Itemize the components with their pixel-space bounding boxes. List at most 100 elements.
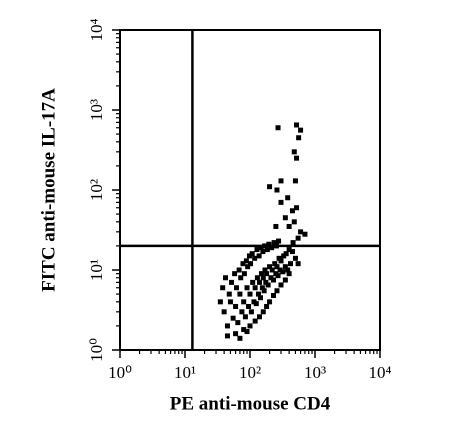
point	[227, 299, 233, 305]
point	[267, 264, 273, 270]
point	[241, 299, 247, 305]
y-tick-label: 10¹	[87, 259, 106, 281]
point	[283, 251, 289, 257]
point	[238, 275, 244, 281]
point	[261, 288, 267, 294]
point	[285, 195, 291, 201]
point	[267, 184, 273, 190]
point	[246, 253, 252, 259]
point	[258, 271, 264, 277]
point	[256, 314, 262, 320]
point	[268, 275, 274, 281]
point	[278, 258, 284, 264]
point	[291, 219, 297, 225]
point	[292, 255, 298, 261]
point	[252, 285, 258, 291]
point	[237, 335, 243, 341]
y-tick-label: 10⁰	[87, 338, 106, 362]
point	[247, 323, 253, 329]
point	[289, 249, 295, 255]
point	[288, 261, 294, 267]
point	[302, 231, 308, 237]
point	[267, 299, 273, 305]
point	[272, 261, 278, 267]
point	[256, 253, 262, 259]
point	[217, 299, 223, 305]
point	[296, 135, 302, 141]
x-tick-label: 10⁰	[108, 363, 132, 382]
point	[254, 247, 260, 253]
point	[243, 258, 249, 264]
point	[274, 264, 280, 270]
point	[275, 273, 281, 279]
point	[247, 291, 253, 297]
x-axis-label: PE anti-mouse CD4	[170, 393, 331, 414]
point	[260, 249, 266, 255]
point	[257, 295, 263, 301]
y-axis-label: FITC anti-mouse IL-17A	[38, 88, 59, 292]
point	[254, 275, 260, 281]
y-tick-label: 10²	[87, 179, 106, 201]
point	[255, 291, 261, 297]
point	[292, 178, 298, 184]
point	[278, 178, 284, 184]
point	[278, 199, 284, 205]
x-tick-label: 10⁴	[369, 363, 392, 382]
point	[235, 320, 241, 326]
x-tick-label: 10²	[239, 363, 261, 382]
point	[277, 267, 283, 273]
point	[276, 255, 282, 261]
point	[237, 291, 243, 297]
point	[241, 271, 247, 277]
point	[286, 223, 292, 229]
point	[298, 127, 304, 133]
point	[276, 238, 282, 244]
point	[271, 240, 277, 246]
point	[244, 329, 250, 335]
point	[233, 303, 239, 309]
point	[295, 261, 301, 267]
y-tick-label: 10³	[87, 99, 106, 121]
plot-frame	[119, 29, 381, 351]
point	[262, 267, 268, 273]
point	[295, 235, 301, 241]
point	[244, 285, 250, 291]
point	[282, 277, 288, 283]
point	[241, 327, 247, 333]
point	[230, 315, 236, 321]
point	[259, 285, 265, 291]
point	[233, 331, 239, 337]
point	[291, 149, 297, 155]
point	[280, 269, 286, 275]
point	[264, 247, 270, 253]
point	[250, 279, 256, 285]
point	[278, 282, 284, 288]
point	[256, 279, 262, 285]
point	[282, 264, 288, 270]
point	[294, 155, 300, 161]
point	[271, 293, 277, 299]
point	[242, 314, 248, 320]
x-tick-label: 10¹	[174, 363, 196, 382]
point	[224, 333, 230, 339]
point	[282, 215, 288, 221]
point	[274, 187, 280, 193]
point	[266, 241, 272, 247]
point	[286, 247, 292, 253]
point	[265, 282, 271, 288]
point	[274, 288, 280, 294]
point	[226, 291, 232, 297]
point	[273, 223, 279, 229]
point	[249, 251, 255, 257]
point	[285, 267, 291, 273]
point	[239, 309, 245, 315]
point	[223, 275, 229, 281]
point	[298, 229, 304, 235]
point	[232, 271, 238, 277]
point	[263, 279, 269, 285]
point	[224, 323, 230, 329]
point	[271, 277, 277, 283]
point	[229, 279, 235, 285]
point	[258, 245, 264, 251]
point	[264, 303, 270, 309]
